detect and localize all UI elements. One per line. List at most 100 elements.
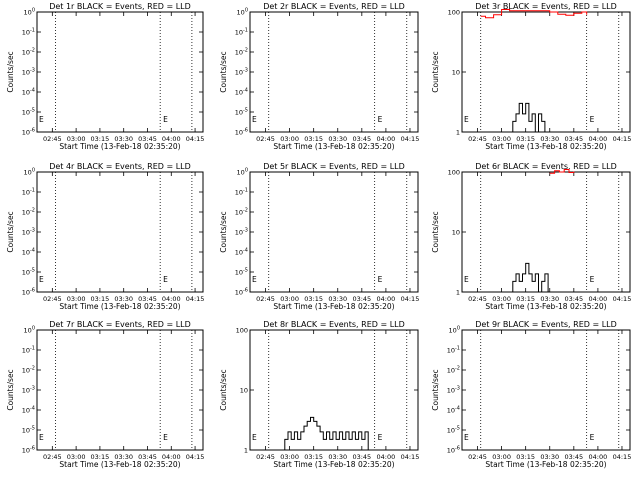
- y-tick-label: 10-4: [235, 88, 248, 97]
- x-axis-label: Start Time (13-Feb-18 02:35:20): [485, 302, 606, 311]
- x-tick-label: 03:00: [67, 453, 86, 461]
- y-tick-label: 10-2: [447, 366, 460, 375]
- y-tick-label: 100: [237, 8, 248, 17]
- y-tick-label: 10-6: [235, 288, 248, 297]
- y-tick-label: 100: [24, 8, 35, 17]
- x-tick-label: 04:15: [401, 453, 420, 461]
- panel-5: Det 5r BLACK = Events, RED = LLD 10-6 10-5…: [219, 162, 419, 311]
- panel-9: Det 9r BLACK = Events, RED = LLD 10-6 10-5…: [431, 320, 631, 469]
- panel-3: Det 3r BLACK = Events, RED = LLD 1 10 100 Co…: [431, 2, 631, 151]
- x-tick-label: 03:30: [540, 295, 559, 303]
- x-tick-label: 03:15: [91, 295, 110, 303]
- x-tick-label: 02:45: [43, 453, 62, 461]
- y-tick-label: 10-3: [235, 228, 248, 237]
- x-tick-label: 02:45: [468, 135, 487, 143]
- x-tick-label: 04:15: [401, 135, 420, 143]
- x-tick-label: 03:15: [91, 135, 110, 143]
- y-tick-label: 10-2: [235, 48, 248, 57]
- x-tick-label: 04:15: [613, 295, 632, 303]
- e-annotation: E: [163, 275, 168, 284]
- x-tick-label: 02:45: [468, 453, 487, 461]
- panel-2: Det 2r BLACK = Events, RED = LLD 10-6 10-5…: [219, 2, 419, 151]
- e-annotation: E: [39, 275, 44, 284]
- y-tick-label: 10-5: [235, 268, 248, 277]
- y-tick-label: 100: [24, 168, 35, 177]
- x-tick-label: 04:00: [589, 135, 608, 143]
- e-annotation: E: [163, 115, 168, 124]
- x-tick-label: 04:00: [589, 295, 608, 303]
- y-axis-label: Counts/sec: [431, 211, 440, 252]
- x-tick-label: 03:15: [516, 295, 535, 303]
- y-tick-label: 10-6: [447, 446, 460, 455]
- y-tick-label: 10-2: [22, 48, 35, 57]
- x-tick-label: 04:00: [162, 135, 181, 143]
- panel-8: Det 8r BLACK = Events, RED = LLD 1 10 100 Co…: [219, 320, 419, 469]
- x-tick-label: 03:30: [114, 135, 133, 143]
- x-axis-label: Start Time (13-Feb-18 02:35:20): [59, 142, 180, 151]
- y-tick-label: 10-2: [22, 208, 35, 217]
- x-tick-label: 03:45: [138, 295, 157, 303]
- x-tick-label: 03:30: [328, 453, 347, 461]
- series-line-2: [549, 169, 575, 174]
- y-tick-label: 10-1: [22, 188, 35, 197]
- x-tick-label: 03:45: [564, 453, 583, 461]
- x-tick-label: 03:45: [138, 135, 157, 143]
- x-tick-label: 04:00: [377, 295, 396, 303]
- x-tick-label: 03:45: [564, 135, 583, 143]
- y-tick-label: 100: [449, 326, 460, 335]
- e-annotation: E: [163, 433, 168, 442]
- x-tick-label: 02:45: [256, 453, 275, 461]
- y-tick-label: 10-1: [22, 346, 35, 355]
- x-tick-label: 03:00: [280, 135, 299, 143]
- y-tick-label: 10-5: [22, 426, 35, 435]
- y-axis-label: Counts/sec: [219, 369, 228, 410]
- plot-frame: [36, 171, 204, 293]
- plot-frame: [249, 11, 419, 133]
- x-tick-label: 02:45: [43, 135, 62, 143]
- x-tick-label: 03:00: [492, 295, 511, 303]
- x-tick-label: 03:15: [304, 295, 323, 303]
- y-tick-label: 10-4: [22, 406, 35, 415]
- y-tick-label: 10: [452, 229, 460, 237]
- y-tick-label: 10-5: [235, 108, 248, 117]
- x-tick-label: 04:00: [162, 453, 181, 461]
- panel-7: Det 7r BLACK = Events, RED = LLD 10-6 10-5…: [6, 320, 204, 469]
- y-tick-label: 10-2: [235, 208, 248, 217]
- y-tick-label: 10-5: [22, 108, 35, 117]
- plot-frame: [461, 329, 631, 451]
- x-tick-label: 04:15: [186, 295, 205, 303]
- x-tick-label: 03:00: [67, 295, 86, 303]
- series-line-1: [480, 262, 587, 293]
- x-tick-label: 04:00: [162, 295, 181, 303]
- x-tick-label: 03:00: [67, 135, 86, 143]
- x-axis-label: Start Time (13-Feb-18 02:35:20): [485, 460, 606, 469]
- y-tick-label: 100: [24, 326, 35, 335]
- y-tick-label: 10-3: [22, 228, 35, 237]
- panel-title: Det 5r BLACK = Events, RED = LLD: [263, 162, 405, 171]
- x-axis-label: Start Time (13-Feb-18 02:35:20): [273, 460, 394, 469]
- y-tick-label: 100: [236, 327, 248, 335]
- e-annotation: E: [590, 433, 595, 442]
- y-tick-label: 100: [448, 169, 460, 177]
- panel-title: Det 6r BLACK = Events, RED = LLD: [475, 162, 617, 171]
- series-line-1: [268, 416, 375, 451]
- y-tick-label: 10: [452, 69, 460, 77]
- e-annotation: E: [590, 115, 595, 124]
- x-tick-label: 03:00: [280, 295, 299, 303]
- x-tick-label: 03:15: [516, 453, 535, 461]
- x-tick-label: 03:15: [516, 135, 535, 143]
- x-tick-label: 03:15: [304, 135, 323, 143]
- y-tick-label: 10-6: [22, 288, 35, 297]
- x-tick-label: 03:45: [564, 295, 583, 303]
- y-tick-label: 1: [456, 129, 460, 137]
- y-tick-label: 10-4: [22, 88, 35, 97]
- x-tick-label: 04:00: [377, 135, 396, 143]
- x-tick-label: 03:15: [91, 453, 110, 461]
- x-tick-label: 03:30: [114, 295, 133, 303]
- x-tick-label: 04:15: [613, 453, 632, 461]
- e-annotation: E: [252, 275, 257, 284]
- panel-6: Det 6r BLACK = Events, RED = LLD 1 10 100 Co…: [431, 162, 631, 311]
- panel-title: Det 4r BLACK = Events, RED = LLD: [49, 162, 191, 171]
